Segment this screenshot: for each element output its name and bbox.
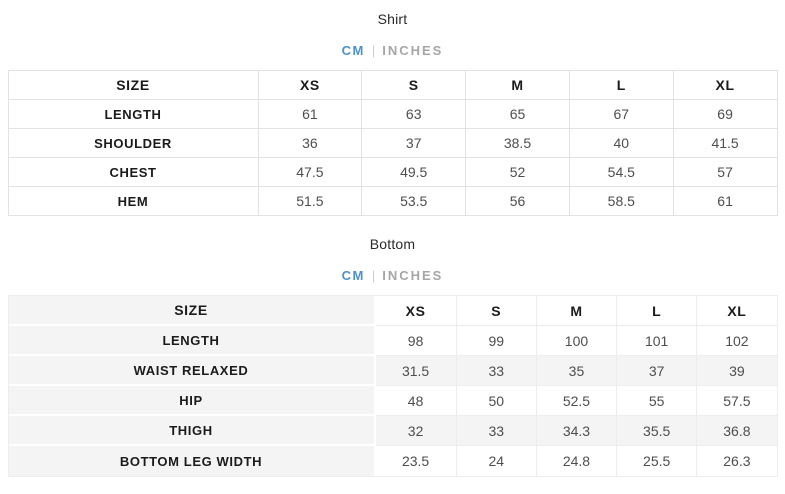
corner-size-header: SIZE xyxy=(8,296,376,326)
measurement-value: 102 xyxy=(696,326,777,356)
measurement-value: 98 xyxy=(375,326,456,356)
measurement-row-label: HEM xyxy=(7,186,259,216)
measurement-value: 35.5 xyxy=(616,416,697,446)
size-column-header: M xyxy=(535,296,617,326)
measurement-value: 47.5 xyxy=(257,157,363,187)
header-row: SIZE XS S M L XL xyxy=(8,296,777,326)
size-column-header: S xyxy=(361,70,467,100)
measurement-value: 99 xyxy=(455,326,536,356)
cm-toggle[interactable]: CM xyxy=(341,43,365,58)
measurement-value: 67 xyxy=(568,99,674,129)
measurement-row-label: HIP xyxy=(8,386,376,416)
measurement-row: THIGH 32 33 34.3 35.5 36.8 xyxy=(8,416,777,446)
measurement-value: 40 xyxy=(568,128,674,158)
measurement-value: 50 xyxy=(455,386,536,416)
measurement-value: 38.5 xyxy=(465,128,570,158)
measurement-value: 33 xyxy=(455,356,536,386)
inches-toggle[interactable]: INCHES xyxy=(382,43,444,58)
measurement-value: 61 xyxy=(257,99,363,129)
measurement-value: 33 xyxy=(455,416,536,446)
bottom-unit-toggle: CM | INCHES xyxy=(0,268,785,284)
measurement-row: HIP 48 50 52.5 55 57.5 xyxy=(8,386,777,416)
size-column-header: XS xyxy=(375,296,456,326)
measurement-value: 63 xyxy=(361,99,467,129)
size-column-header: L xyxy=(616,296,697,326)
measurement-row: LENGTH 98 99 100 101 102 xyxy=(8,326,777,356)
inches-toggle[interactable]: INCHES xyxy=(382,268,444,283)
shirt-section: Shirt CM | INCHES SIZE XS S M L XL LENGTH 61 63 65 6… xyxy=(0,0,785,216)
measurement-row-label: LENGTH xyxy=(8,326,376,356)
measurement-value: 57 xyxy=(672,157,778,187)
measurement-row: BOTTOM LEG WIDTH 23.5 24 24.8 25.5 26.3 xyxy=(8,446,777,476)
measurement-value: 35 xyxy=(535,356,617,386)
size-column-header: XL xyxy=(672,70,778,100)
measurement-value: 48 xyxy=(375,386,456,416)
size-column-header: XS xyxy=(257,70,363,100)
size-column-header: S xyxy=(455,296,536,326)
header-row: SIZE XS S M L XL xyxy=(7,70,778,100)
measurement-value: 58.5 xyxy=(568,186,674,216)
measurement-row: WAIST RELAXED 31.5 33 35 37 39 xyxy=(8,356,777,386)
measurement-value: 55 xyxy=(616,386,697,416)
measurement-value: 65 xyxy=(465,99,570,129)
measurement-value: 24.8 xyxy=(535,446,616,476)
measurement-row: CHEST 47.5 49.5 52 54.5 57 xyxy=(7,157,778,187)
measurement-value: 41.5 xyxy=(672,128,778,158)
bottom-section-title: Bottom xyxy=(369,236,416,252)
corner-size-header: SIZE xyxy=(7,70,259,100)
measurement-value: 39 xyxy=(696,356,777,386)
measurement-value: 31.5 xyxy=(375,356,456,386)
measurement-value: 52.5 xyxy=(535,386,617,416)
measurement-value: 100 xyxy=(535,326,617,356)
measurement-value: 34.3 xyxy=(535,416,617,446)
measurement-row-label: WAIST RELAXED xyxy=(8,356,376,386)
unit-divider: | xyxy=(371,43,376,58)
measurement-value: 26.3 xyxy=(696,446,776,476)
measurement-value: 23.5 xyxy=(401,453,430,469)
measurement-value: 56 xyxy=(465,186,570,216)
measurement-row-label: CHEST xyxy=(7,157,259,187)
measurement-row: SHOULDER 36 37 38.5 40 41.5 xyxy=(7,128,778,158)
measurement-value: 53.5 xyxy=(361,186,467,216)
size-column-header: L xyxy=(568,70,674,100)
measurement-value: 24 xyxy=(455,446,536,476)
measurement-row-label: BOTTOM LEG WIDTH xyxy=(8,446,376,476)
measurement-row-label: SHOULDER xyxy=(7,128,259,158)
measurement-value: 57.5 xyxy=(696,386,777,416)
size-column-header: M xyxy=(465,70,570,100)
shirt-size-table: SIZE XS S M L XL LENGTH 61 63 65 67 69 SHOULDER 36 37 3… xyxy=(7,70,778,216)
measurement-value: 69 xyxy=(672,99,778,129)
shirt-unit-toggle: CM | INCHES xyxy=(0,43,785,59)
measurement-row-label: LENGTH xyxy=(7,99,259,129)
shirt-section-title: Shirt xyxy=(377,11,408,27)
measurement-value: 52 xyxy=(465,157,570,187)
measurement-value: 49.5 xyxy=(361,157,467,187)
measurement-row: HEM 51.5 53.5 56 58.5 61 xyxy=(7,186,778,216)
measurement-value: 32 xyxy=(375,416,456,446)
measurement-row: LENGTH 61 63 65 67 69 xyxy=(7,99,778,129)
measurement-value: 36.8 xyxy=(696,416,777,446)
unit-divider: | xyxy=(371,268,376,283)
measurement-value: 25.5 xyxy=(616,446,696,476)
measurement-value: 37 xyxy=(361,128,467,158)
measurement-row-label: THIGH xyxy=(8,416,376,446)
cm-toggle[interactable]: CM xyxy=(341,268,365,283)
measurement-value: 37 xyxy=(616,356,697,386)
measurement-value: 101 xyxy=(616,326,697,356)
measurement-value: 36 xyxy=(257,128,363,158)
size-column-header: XL xyxy=(696,296,777,326)
measurement-value: 54.5 xyxy=(568,157,674,187)
measurement-value: 61 xyxy=(672,186,778,216)
measurement-value: 51.5 xyxy=(257,186,363,216)
bottom-size-table: SIZE XS S M L XL LENGTH 98 99 100 101 102 WAIST RELA… xyxy=(7,295,778,477)
bottom-section: Bottom CM | INCHES SIZE XS S M L XL LENGTH 98 99 10… xyxy=(0,236,785,477)
